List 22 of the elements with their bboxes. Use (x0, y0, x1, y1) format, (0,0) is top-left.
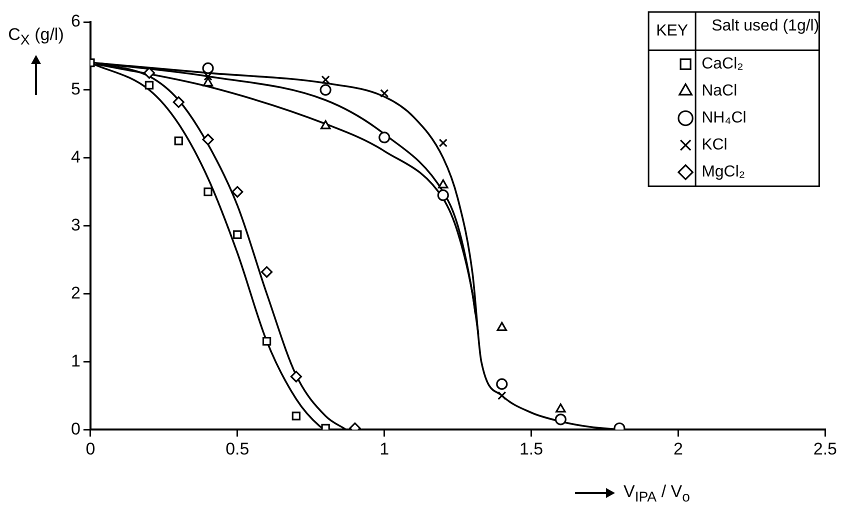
x-axis-title: V$_{IPA}$ / V$_{o}$ (623, 482, 690, 505)
y-tick-label: 6 (70, 12, 80, 31)
y-tick-label: 4 (70, 148, 80, 167)
y-axis-title: C$_{X}$ (g/l) (8, 24, 64, 50)
x-tick-label: 0 (86, 439, 96, 458)
legend-title: Salt used (1g/l) (712, 17, 820, 34)
x-tick-label: 1.5 (519, 439, 544, 458)
x-tick-label: 0.5 (226, 439, 250, 458)
legend-label: MgCl₂ (702, 164, 746, 181)
legend-label: KCl (702, 136, 728, 154)
y-tick-label: 5 (70, 80, 80, 99)
x-tick-label: 1 (380, 439, 390, 458)
y-tick-label: 3 (70, 215, 80, 234)
legend-label: NaCl (702, 82, 738, 100)
annotation: KEY (656, 22, 688, 40)
x-tick-label: 2.5 (813, 439, 838, 458)
legend-label: NH₄Cl (702, 110, 746, 127)
y-tick-label: 2 (70, 283, 80, 302)
y-tick-label: 1 (70, 351, 80, 370)
y-tick-label: 0 (70, 419, 80, 438)
x-tick-label: 2 (674, 439, 683, 458)
legend-label: CaCl₂ (702, 56, 744, 73)
